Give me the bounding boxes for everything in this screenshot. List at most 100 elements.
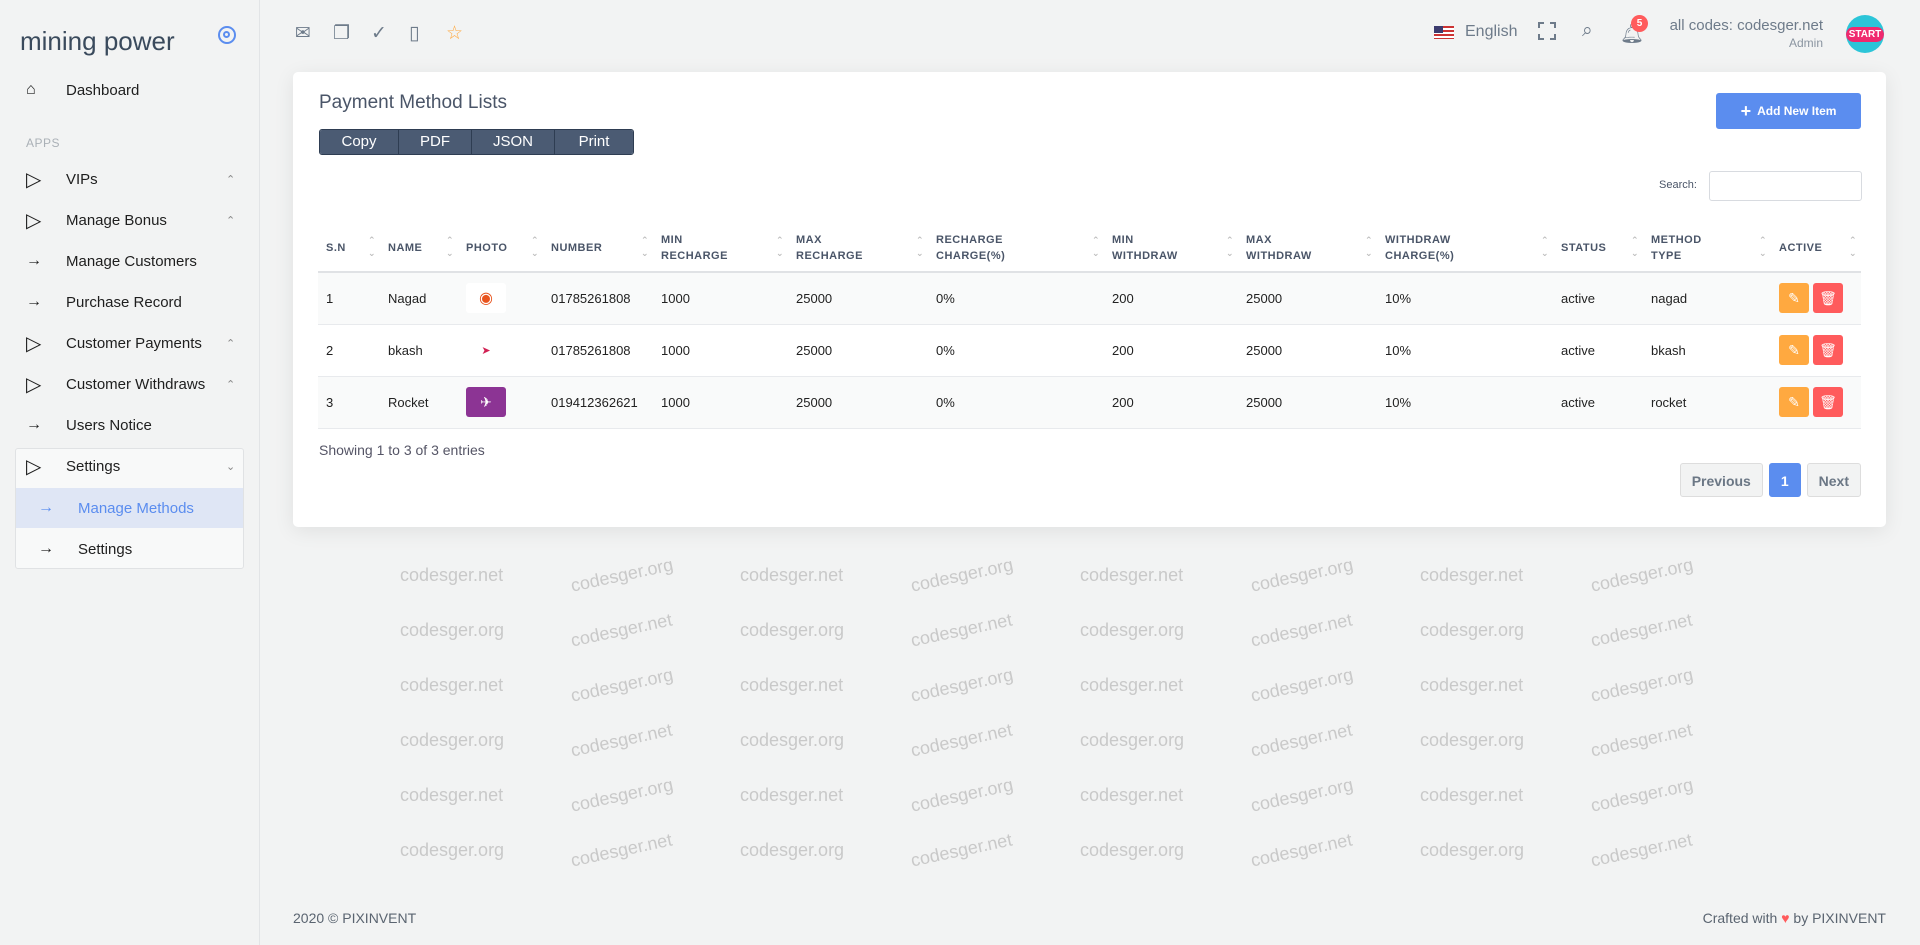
heart-icon: ♥ — [1781, 910, 1790, 926]
page-1-button[interactable]: 1 — [1768, 463, 1801, 497]
check-circle-icon[interactable]: ✓ — [371, 23, 387, 44]
avatar[interactable]: START — [1846, 15, 1884, 53]
column-header[interactable]: PHOTO ⌃ ⌄ — [458, 224, 543, 273]
watermark: codesger.org — [568, 774, 675, 816]
cell: 25000 — [788, 272, 928, 325]
table-row: 3 Rocket ✈ 019412362621 1000 25000 0% 200 25000 1… — [318, 376, 1861, 429]
column-header[interactable]: MAX RECHARGE ⌃ ⌄ — [788, 224, 928, 273]
sidebar-item[interactable]: ▷ Manage Bonus ⌃ — [26, 208, 235, 232]
watermark: codesger.net — [740, 785, 844, 805]
add-new-item-button[interactable]: + Add New Item — [1716, 93, 1861, 129]
header-line1: MAX — [796, 233, 822, 246]
watermark: codesger.net — [400, 675, 504, 695]
watermark: codesger.net — [908, 829, 1014, 871]
user-name[interactable]: all codes: codesger.net — [1669, 17, 1823, 34]
sidebar-item[interactable]: ▷ VIPs ⌃ — [26, 167, 235, 191]
header-line1: NUMBER — [551, 241, 603, 254]
sort-icon: ⌃ ⌄ — [640, 235, 649, 258]
language-selector[interactable]: English — [1465, 23, 1518, 40]
header-line1: MIN — [1112, 233, 1134, 246]
payment-methods-card: Payment Method Lists Copy PDF JSON Print… — [293, 72, 1886, 527]
credit-text: Crafted with — [1702, 910, 1778, 926]
brand-logo[interactable]: mining power — [20, 26, 175, 56]
edit-icon[interactable]: ✎ — [1779, 335, 1809, 365]
sidebar-toggle-icon[interactable] — [218, 26, 236, 44]
header-line2: RECHARGE — [661, 249, 728, 262]
watermark: codesger.org — [1248, 554, 1355, 596]
active-highlight — [16, 488, 243, 528]
cell: 01785261808 — [543, 272, 653, 325]
cell: bkash — [380, 324, 458, 377]
sidebar-item[interactable]: → Purchase Record — [26, 290, 182, 314]
column-header[interactable]: NUMBER ⌃ ⌄ — [543, 224, 653, 273]
column-header[interactable]: S.N ⌃ ⌄ — [318, 224, 380, 273]
sidebar: mining power ⌂ Dashboard APPS ▷ VIPs ⌃ ▷ Mana… — [0, 0, 260, 945]
star-icon[interactable]: ☆ — [446, 23, 464, 44]
watermark: codesger.net — [1420, 785, 1524, 805]
json-button[interactable]: JSON — [472, 130, 555, 154]
sidebar-item[interactable]: → Users Notice — [26, 413, 152, 437]
column-header[interactable]: MAX WITHDRAW ⌃ ⌄ — [1238, 224, 1377, 273]
header-line2: CHARGE(%) — [936, 249, 1006, 262]
edit-icon[interactable]: ✎ — [1779, 387, 1809, 417]
column-header[interactable]: MIN RECHARGE ⌃ ⌄ — [653, 224, 788, 273]
print-button[interactable]: Print — [555, 130, 633, 154]
mail-icon[interactable]: ✉ — [295, 23, 311, 44]
section-label: APPS — [26, 136, 61, 150]
cell: 0% — [928, 376, 1104, 429]
pdf-button[interactable]: PDF — [399, 130, 472, 154]
entries-info: Showing 1 to 3 of 3 entries — [319, 442, 485, 458]
column-header[interactable]: ACTIVE ⌃ ⌄ — [1771, 224, 1861, 273]
column-header[interactable]: METHOD TYPE ⌃ ⌄ — [1643, 224, 1771, 273]
search-input[interactable] — [1709, 171, 1862, 201]
sidebar-item-dashboard[interactable]: ⌂ Dashboard — [26, 78, 139, 102]
header-line2: WITHDRAW — [1246, 249, 1312, 262]
cell: Nagad — [380, 272, 458, 325]
sort-icon: ⌃ ⌄ — [1630, 235, 1639, 258]
watermark: codesger.net — [1420, 675, 1524, 695]
watermark: codesger.net — [568, 719, 674, 761]
cell: bkash — [1643, 324, 1771, 377]
sidebar-item[interactable]: ▷ Customer Withdraws ⌃ — [26, 372, 235, 396]
credit-author: by PIXINVENT — [1793, 910, 1886, 926]
fullscreen-icon[interactable] — [1538, 22, 1556, 40]
header-line1: MAX — [1246, 233, 1272, 246]
header-line1: MIN — [661, 233, 683, 246]
sidebar-item[interactable]: ▷ Settings ⌄ — [26, 454, 235, 478]
sort-icon: ⌃ ⌄ — [445, 235, 454, 258]
sidebar-subitem[interactable]: → Manage Methods — [38, 496, 194, 520]
trash-icon[interactable]: 🗑︎ — [1813, 283, 1843, 314]
play-outline-icon: ▷ — [26, 373, 42, 396]
arrow-right-icon: → — [26, 293, 42, 310]
sidebar-item[interactable]: ▷ Customer Payments ⌃ — [26, 331, 235, 355]
watermark: codesger.net — [1588, 609, 1694, 651]
column-header[interactable]: NAME ⌃ ⌄ — [380, 224, 458, 273]
watermark: codesger.net — [1080, 565, 1184, 585]
next-button[interactable]: Next — [1806, 463, 1861, 497]
page-title: Payment Method Lists — [319, 92, 507, 113]
watermark: codesger.org — [568, 554, 675, 596]
previous-button[interactable]: Previous — [1679, 463, 1763, 497]
column-header[interactable]: WITHDRAW CHARGE(%) ⌃ ⌄ — [1377, 224, 1553, 273]
trash-icon[interactable]: 🗑︎ — [1813, 387, 1843, 417]
cell: 01785261808 — [543, 324, 653, 377]
trash-icon[interactable]: 🗑︎ — [1813, 335, 1843, 365]
edit-icon[interactable]: ✎ — [1779, 283, 1809, 314]
cell: 200 — [1104, 324, 1238, 377]
copy-button[interactable]: Copy — [320, 130, 399, 154]
column-header[interactable]: MIN WITHDRAW ⌃ ⌄ — [1104, 224, 1238, 273]
sort-icon: ⌃ ⌄ — [1848, 235, 1857, 258]
arrow-right-icon: → — [26, 416, 42, 433]
us-flag-icon[interactable] — [1434, 26, 1454, 39]
column-header[interactable]: STATUS ⌃ ⌄ — [1553, 224, 1643, 273]
watermark: codesger.net — [1080, 785, 1184, 805]
calendar-icon[interactable]: ▯ — [409, 23, 420, 44]
header-line1: NAME — [388, 241, 423, 254]
search-icon[interactable]: ⌕ — [1582, 20, 1593, 41]
cell: 1 — [318, 272, 380, 325]
sidebar-subitem[interactable]: → Settings — [38, 537, 132, 561]
column-header[interactable]: RECHARGE CHARGE(%) ⌃ ⌄ — [928, 224, 1104, 273]
watermark: codesger.net — [740, 675, 844, 695]
sidebar-item[interactable]: → Manage Customers — [26, 249, 197, 273]
chat-icon[interactable]: ❐ — [333, 23, 351, 44]
